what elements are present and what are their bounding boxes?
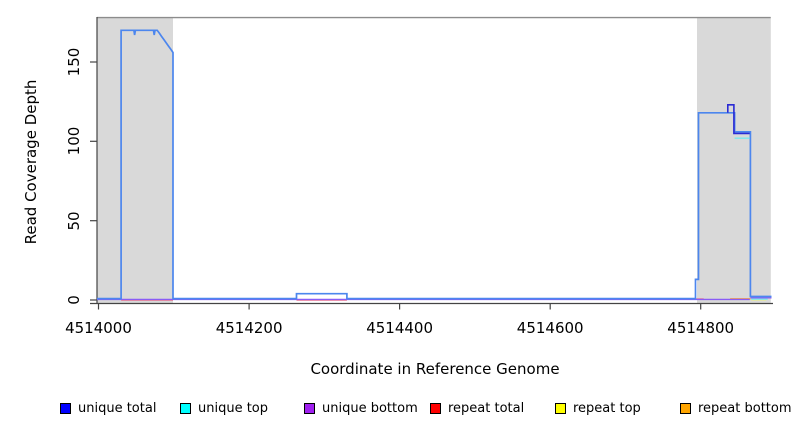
y-tick-label: 150 [65,47,83,77]
x-tick-label: 4514200 [215,319,283,337]
y-axis-title: Read Coverage Depth [22,79,40,245]
plot-canvas [90,16,773,310]
legend-item-repeat-bottom: repeat bottom [680,399,792,417]
legend-item-repeat-top: repeat top [555,399,641,417]
legend: unique total unique top unique bottom repea… [0,399,792,421]
legend-swatch-icon [555,402,566,414]
legend-item-unique-bottom: unique bottom [304,399,418,417]
x-tick-label: 4514000 [65,319,132,337]
legend-label: repeat top [573,400,641,416]
legend-label: unique top [198,400,269,416]
legend-label: unique bottom [322,400,418,416]
legend-label: unique total [78,400,157,416]
x-tick-label: 4514600 [516,319,584,337]
legend-swatch-icon [680,402,691,414]
legend-swatch-icon [60,402,71,414]
legend-swatch-icon [430,402,441,414]
legend-item-repeat-total: repeat total [430,399,524,417]
x-axis-title: Coordinate in Reference Genome [310,360,560,378]
legend-item-unique-top: unique top [180,399,268,417]
x-tick-label: 4514800 [667,319,735,337]
x-tick-label: 4514400 [366,319,433,337]
legend-swatch-icon [304,402,315,414]
repeat-region-band [697,17,771,304]
legend-item-unique-total: unique total [60,399,156,417]
legend-label: repeat total [448,400,525,416]
series-line-total-coverage [97,29,772,300]
repeat-region-band [97,17,173,304]
legend-swatch-icon [180,402,191,414]
legend-label: repeat bottom [698,400,792,416]
series-line-unique-total [726,104,750,135]
